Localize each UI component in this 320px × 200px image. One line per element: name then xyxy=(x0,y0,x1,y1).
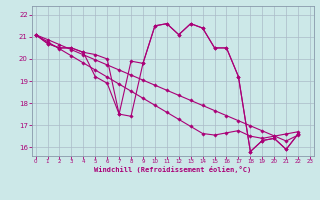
X-axis label: Windchill (Refroidissement éolien,°C): Windchill (Refroidissement éolien,°C) xyxy=(94,166,252,173)
